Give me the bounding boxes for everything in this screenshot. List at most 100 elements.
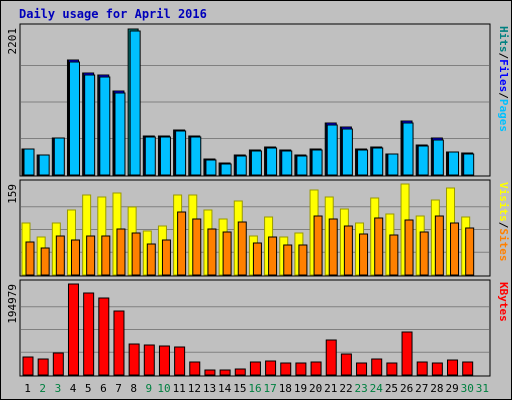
day-label: 5 [85, 382, 92, 395]
sites-bar [70, 239, 80, 276]
sites-bar [374, 217, 384, 276]
kbytes-bar [386, 362, 398, 376]
legend-kbytes: KBytes [497, 282, 510, 322]
sites-bar [192, 218, 202, 276]
day-label: 13 [203, 382, 216, 395]
sites-bar [116, 228, 126, 276]
pages-bar [326, 124, 338, 176]
sites-bar [434, 215, 444, 276]
kbytes-bar [143, 344, 155, 376]
pages-bar [463, 153, 475, 176]
day-label: 27 [415, 382, 428, 395]
kbytes-bar [401, 331, 413, 376]
legend-files: Files [497, 59, 510, 92]
kbytes-bar [128, 343, 140, 376]
sites-bar [177, 211, 187, 276]
day-label: 7 [115, 382, 122, 395]
pages-bar [114, 92, 126, 176]
kbytes-bar [265, 360, 277, 376]
kbytes-bar [174, 346, 186, 376]
sites-bar [298, 244, 308, 276]
kbytes-bar [37, 358, 49, 376]
kbytes-bar [371, 358, 383, 376]
sites-bar [465, 227, 475, 276]
day-label: 18 [279, 382, 292, 395]
pages-bar [23, 148, 35, 176]
day-label: 3 [55, 382, 62, 395]
kbytes-bar [416, 361, 428, 376]
sites-bar [86, 235, 96, 276]
day-label: 28 [430, 382, 443, 395]
pages-bar [372, 147, 384, 176]
day-label: 14 [218, 382, 232, 395]
kbytes-bar [462, 361, 474, 376]
pages-bar [417, 145, 429, 176]
sites-bar [313, 215, 323, 276]
kbytes-bar [280, 362, 292, 376]
pages-bar [220, 163, 232, 176]
day-label: 11 [173, 382, 186, 395]
day-label: 23 [355, 382, 368, 395]
day-label: 6 [100, 382, 107, 395]
sites-bar [146, 243, 156, 276]
visits-sites-ymax-label: 159 [6, 184, 19, 204]
kbytes-bar [113, 310, 125, 376]
hits-files-pages-panel: 2201 Hits/Files/Pages [6, 23, 510, 177]
kbytes-bar [158, 345, 170, 376]
pages-bar [159, 136, 171, 176]
day-label: 22 [339, 382, 352, 395]
pages-bar [357, 149, 369, 176]
day-label: 10 [157, 382, 170, 395]
pages-bar [250, 150, 262, 176]
kbytes-bar [431, 362, 443, 376]
pages-bar [266, 147, 278, 176]
sites-bar [419, 231, 429, 276]
sites-bar [207, 228, 217, 276]
kbytes-bar [356, 362, 368, 376]
sites-bar [343, 225, 353, 276]
sites-bar [161, 239, 171, 276]
day-label: 4 [70, 382, 77, 395]
day-label: 30 [461, 382, 474, 395]
sites-bar [389, 234, 399, 276]
legend-hits: Hits [497, 26, 510, 53]
legend-separator: / [497, 92, 510, 99]
pages-bar [402, 122, 414, 176]
day-label: 1 [24, 382, 31, 395]
legend-sites: Sites [497, 228, 510, 261]
pages-bar [448, 151, 460, 176]
kbytes-bar [204, 369, 216, 376]
pages-bar [99, 76, 111, 176]
sites-bar [40, 247, 50, 276]
legend-visits: Visits [497, 182, 510, 222]
day-label: 16 [248, 382, 261, 395]
kbytes-bar [325, 339, 337, 376]
pages-bar [190, 136, 202, 176]
kbytes-bar [52, 352, 64, 376]
kbytes-bar [67, 283, 79, 376]
day-label: 25 [385, 382, 398, 395]
visits-sites-panel: 159 Visits/Sites [6, 179, 510, 277]
sites-bar [237, 221, 247, 276]
pages-bar [53, 137, 65, 176]
day-label: 24 [370, 382, 384, 395]
pages-bar [175, 130, 187, 176]
kbytes-bar [310, 361, 322, 376]
sites-bar [404, 219, 414, 276]
day-label: 29 [445, 382, 458, 395]
day-label: 26 [400, 382, 413, 395]
pages-bar [281, 150, 293, 176]
pages-bar [144, 136, 156, 176]
kbytes-bar [219, 369, 231, 376]
day-label: 21 [324, 382, 337, 395]
pages-bar [205, 159, 217, 176]
legend-separator: / [497, 222, 510, 229]
sites-bar [101, 235, 111, 276]
hits-files-pages-legend: Hits/Files/Pages [497, 26, 510, 132]
day-label: 17 [264, 382, 277, 395]
kbytes-bar [83, 292, 95, 376]
kbytes-bar [249, 361, 261, 376]
kbytes-panel: 194979 KBytes [6, 279, 510, 377]
hits-files-pages-ymax-label: 2201 [6, 28, 19, 55]
